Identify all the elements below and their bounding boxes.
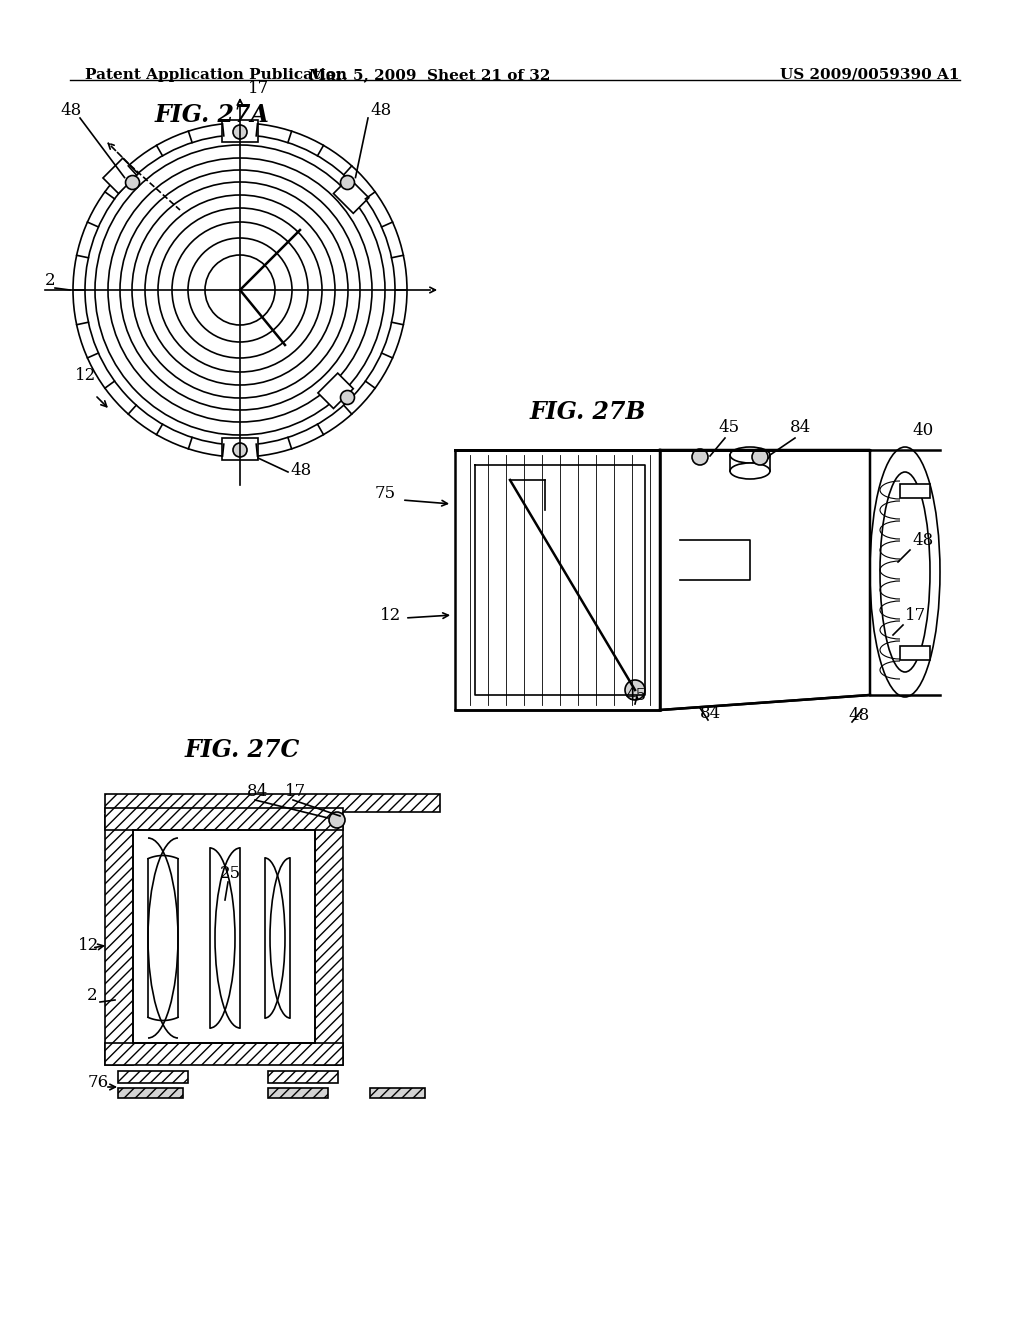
Bar [334, 178, 369, 214]
Bar [370, 1088, 425, 1098]
Text: 12: 12 [380, 607, 401, 624]
Text: Mar. 5, 2009  Sheet 21 of 32: Mar. 5, 2009 Sheet 21 of 32 [309, 69, 551, 82]
Circle shape [752, 449, 768, 465]
Text: 48: 48 [848, 708, 869, 723]
Circle shape [233, 444, 247, 457]
Text: Patent Application Publication: Patent Application Publication [85, 69, 347, 82]
Text: 40: 40 [912, 422, 933, 440]
Bar [118, 1088, 183, 1098]
Bar [900, 645, 930, 660]
Ellipse shape [730, 463, 770, 479]
Text: 45: 45 [718, 418, 739, 436]
Text: FIG. 27A: FIG. 27A [155, 103, 270, 127]
Circle shape [625, 680, 645, 700]
Text: 2: 2 [45, 272, 55, 289]
Text: 12: 12 [78, 937, 99, 954]
Circle shape [341, 391, 354, 404]
Bar [317, 374, 353, 408]
Ellipse shape [870, 447, 940, 697]
Text: 17: 17 [285, 783, 306, 800]
Bar [105, 814, 133, 1065]
Ellipse shape [730, 447, 770, 463]
Text: FIG. 27C: FIG. 27C [185, 738, 300, 762]
Bar [105, 795, 440, 812]
Circle shape [233, 125, 247, 139]
Text: 84: 84 [790, 418, 811, 436]
Text: 84: 84 [247, 783, 268, 800]
Text: 48: 48 [60, 102, 81, 119]
Bar [118, 1071, 188, 1082]
Text: 48: 48 [370, 102, 391, 119]
Text: 17: 17 [248, 81, 269, 96]
Bar [105, 1043, 343, 1065]
Text: 76: 76 [88, 1074, 110, 1092]
Text: 48: 48 [290, 462, 311, 479]
Bar [103, 158, 138, 194]
Circle shape [341, 176, 354, 190]
Bar [268, 1088, 328, 1098]
Bar [222, 438, 258, 459]
Ellipse shape [880, 473, 930, 672]
Text: 84: 84 [700, 705, 721, 722]
Text: 75: 75 [375, 484, 396, 502]
Text: 2: 2 [87, 987, 97, 1005]
Circle shape [692, 449, 708, 465]
Text: 45: 45 [625, 686, 646, 704]
Bar [222, 120, 258, 143]
Bar [268, 1071, 338, 1082]
Text: FIG. 27B: FIG. 27B [530, 400, 646, 424]
Bar [105, 808, 343, 830]
Bar [900, 484, 930, 498]
Text: US 2009/0059390 A1: US 2009/0059390 A1 [780, 69, 959, 82]
Text: 12: 12 [75, 367, 96, 384]
Text: 25: 25 [220, 865, 241, 882]
Circle shape [126, 176, 139, 190]
Text: 48: 48 [912, 532, 933, 549]
Text: 17: 17 [905, 607, 927, 624]
Bar [315, 814, 343, 1065]
Circle shape [329, 812, 345, 828]
